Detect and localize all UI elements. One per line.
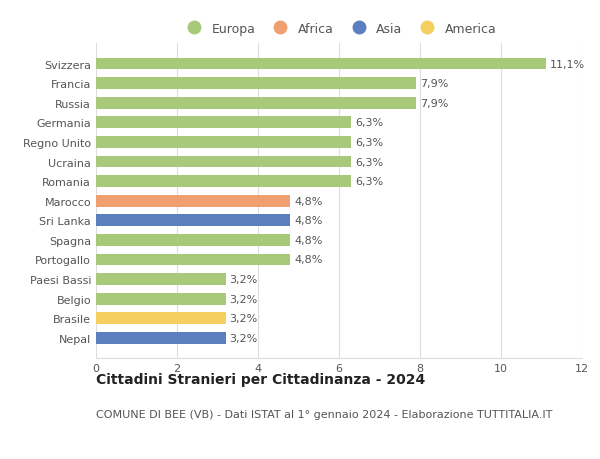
Bar — [96, 157, 351, 168]
Text: 4,8%: 4,8% — [295, 235, 323, 246]
Text: 3,2%: 3,2% — [230, 313, 258, 324]
Text: 6,3%: 6,3% — [355, 118, 383, 128]
Text: Cittadini Stranieri per Cittadinanza - 2024: Cittadini Stranieri per Cittadinanza - 2… — [96, 372, 425, 386]
Text: 4,8%: 4,8% — [295, 196, 323, 206]
Text: 6,3%: 6,3% — [355, 177, 383, 187]
Text: 6,3%: 6,3% — [355, 138, 383, 148]
Bar — [96, 313, 226, 325]
Bar — [96, 98, 416, 109]
Bar — [96, 293, 226, 305]
Text: COMUNE DI BEE (VB) - Dati ISTAT al 1° gennaio 2024 - Elaborazione TUTTITALIA.IT: COMUNE DI BEE (VB) - Dati ISTAT al 1° ge… — [96, 409, 553, 419]
Text: 6,3%: 6,3% — [355, 157, 383, 167]
Legend: Europa, Africa, Asia, America: Europa, Africa, Asia, America — [181, 22, 497, 35]
Bar — [96, 254, 290, 266]
Bar — [96, 117, 351, 129]
Bar — [96, 235, 290, 246]
Bar — [96, 59, 545, 70]
Text: 4,8%: 4,8% — [295, 255, 323, 265]
Bar — [96, 274, 226, 285]
Bar — [96, 137, 351, 149]
Bar — [96, 215, 290, 227]
Text: 7,9%: 7,9% — [420, 99, 448, 108]
Text: 3,2%: 3,2% — [230, 274, 258, 285]
Bar — [96, 176, 351, 188]
Text: 7,9%: 7,9% — [420, 79, 448, 89]
Bar — [96, 78, 416, 90]
Text: 3,2%: 3,2% — [230, 333, 258, 343]
Bar — [96, 332, 226, 344]
Text: 3,2%: 3,2% — [230, 294, 258, 304]
Text: 11,1%: 11,1% — [550, 59, 585, 69]
Bar — [96, 196, 290, 207]
Text: 4,8%: 4,8% — [295, 216, 323, 226]
